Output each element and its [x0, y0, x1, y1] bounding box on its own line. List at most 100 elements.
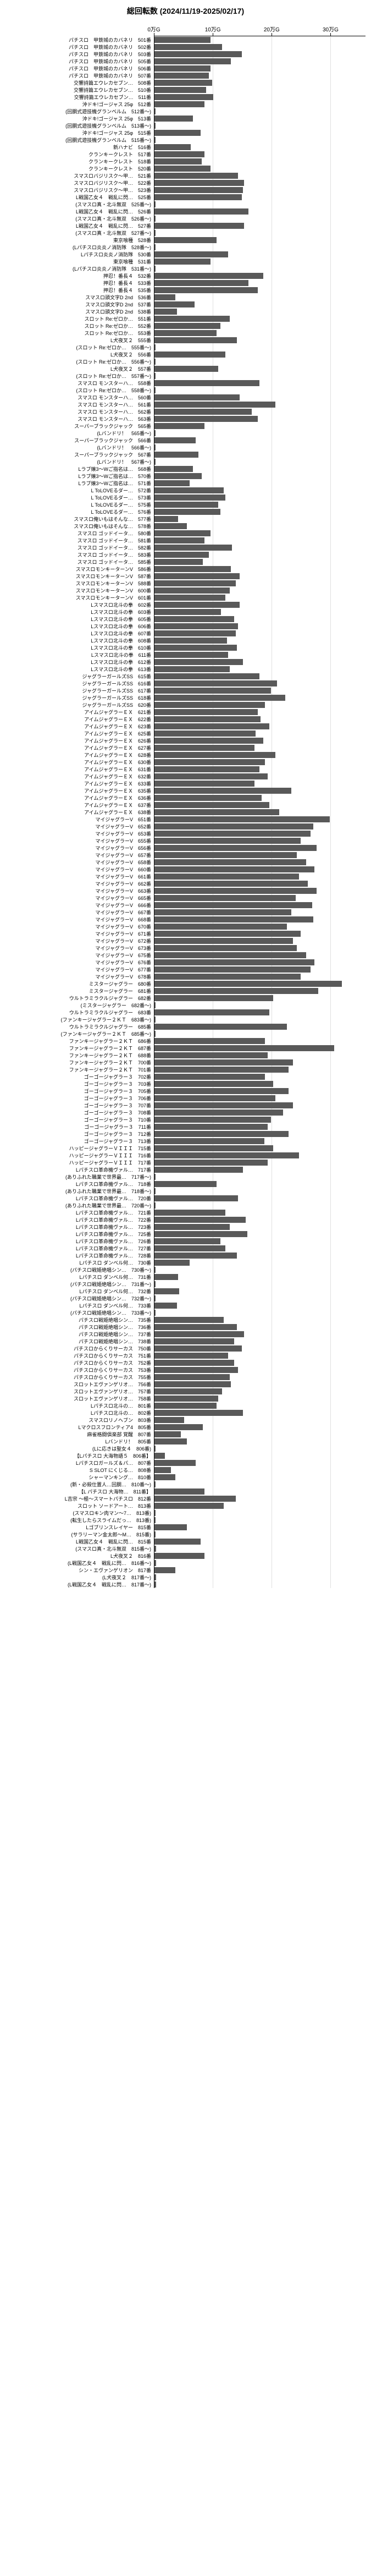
- bar-label: マイジャグラーV 661番: [5, 873, 154, 880]
- bar: [154, 1245, 225, 1251]
- bar: [154, 559, 203, 565]
- bar-row: 交響詩篇エウレカセブン… 508番: [5, 79, 366, 86]
- bar: [154, 988, 318, 994]
- bar-row: スロットエヴァンゲリオ… 758番: [5, 1395, 366, 1402]
- bar: [154, 1067, 289, 1073]
- bar: [154, 337, 237, 343]
- bar-row: Lパチスロガールズ＆パ… 807番: [5, 1459, 366, 1466]
- bar-row: マイジャグラーV 661番: [5, 873, 366, 880]
- bar-row: パチスロからくりサーカス 753番: [5, 1366, 366, 1374]
- bar-row: アイムジャグラーＥＸ 636番: [5, 794, 366, 801]
- bar: [154, 430, 156, 436]
- bar-row: マイジャグラーV 672番: [5, 937, 366, 944]
- bar: [154, 630, 236, 636]
- bar: [154, 1274, 178, 1280]
- bar-label: (パチスロ戦姫絶唱シン… 733番〜): [5, 1309, 154, 1316]
- bar: [154, 802, 269, 808]
- bar-row: Lスマスロ北斗の拳 602番: [5, 601, 366, 608]
- bar-label: スマスロバジリスク〜甲… 521番: [5, 172, 154, 179]
- bar: [154, 888, 317, 894]
- bar: [154, 738, 263, 744]
- bar-label: (Lパチスロ炎炎ノ消防隊 531番〜): [5, 265, 154, 272]
- bar-row: L犬夜叉２ 557番: [5, 365, 366, 372]
- bar-label: L犬夜叉２ 557番: [5, 365, 154, 372]
- bar-row: (スマスロ真・北斗無双 527番〜): [5, 229, 366, 237]
- bar-row: マイジャグラーV 668番: [5, 916, 366, 923]
- bar-label: ファンキージャグラー２ＫＴ 700番: [5, 1059, 154, 1066]
- bar: [154, 94, 213, 100]
- bar: [154, 1546, 156, 1552]
- bar: [154, 1081, 273, 1087]
- bar-label: スロット Re:ゼロか… 551番: [5, 315, 154, 322]
- bar: [154, 452, 198, 458]
- bar: [154, 1481, 156, 1487]
- bar-label: (スマスロ真・北斗無双 815番〜): [5, 1545, 154, 1552]
- bar: [154, 130, 201, 136]
- bar-row: Lパチスロ革命機ヴァル… 721番: [5, 1209, 366, 1216]
- bar-label: ハッピージャグラーＶＩＩＩ 717番: [5, 1159, 154, 1166]
- bar-row: スーパーブラックジャック 566番: [5, 437, 366, 444]
- bar-label: パチスロ戦姫絶唱シン… 738番: [5, 1338, 154, 1345]
- bar-row: 押忍！番長４ 533番: [5, 279, 366, 287]
- bar: [154, 1324, 237, 1330]
- bar-row: クランキークレスト 518番: [5, 158, 366, 165]
- bar-label: Lスマスロ北斗の拳 613番: [5, 666, 154, 673]
- bar: [154, 1117, 271, 1123]
- bar-label: (Lパチスロ炎炎ノ消防隊 528番〜): [5, 244, 154, 251]
- bar: [154, 695, 285, 701]
- bar: [154, 1102, 293, 1108]
- bar: [154, 1367, 238, 1373]
- bar: [154, 230, 156, 236]
- bar-label: スマスロ ゴッドイータ… 585番: [5, 558, 154, 565]
- bar: [154, 1560, 156, 1566]
- bar-row: ジャグラーガールズSS 617番: [5, 687, 366, 694]
- bar: [154, 1009, 269, 1015]
- bar-row: L ToLOVEるダー… 572番: [5, 487, 366, 494]
- bar: [154, 1174, 156, 1180]
- bar-label: アイムジャグラーＥＸ 637番: [5, 801, 154, 809]
- bar-row: (L戦国乙女４ 戦乱に閃… 817番〜): [5, 1581, 366, 1588]
- bar-row: Lパチスロ炎炎ノ消防隊 530番: [5, 251, 366, 258]
- bar: [154, 180, 244, 186]
- bar-label: (Lバンドリ！ 565番〜): [5, 430, 154, 437]
- bar-row: 押忍！番長４ 532番: [5, 272, 366, 279]
- bar-row: ゴーゴージャグラー３ 708番: [5, 1109, 366, 1116]
- bar-row: (スロット Re:ゼロか… 556番〜): [5, 358, 366, 365]
- bar-label: Lスマスロ北斗の拳 612番: [5, 658, 154, 666]
- bar: [154, 287, 258, 293]
- bar-row: ファンキージャグラー２ＫＴ 686番: [5, 1037, 366, 1045]
- bar: [154, 795, 262, 801]
- bar-label: マイジャグラーV 677番: [5, 966, 154, 973]
- bar-label: Lスマスロ北斗の拳 602番: [5, 601, 154, 608]
- bar-row: (スロット Re:ゼロか… 558番〜): [5, 387, 366, 394]
- bar-row: スマスロ ゴッドイータ… 582番: [5, 544, 366, 551]
- bar: [154, 1124, 268, 1130]
- bar-row: Lスマスロ北斗の拳 607番: [5, 630, 366, 637]
- bar: [154, 702, 265, 708]
- bar-label: L犬夜叉２ 555番: [5, 337, 154, 344]
- bar: [154, 466, 193, 472]
- bar-row: (ありふれた職業で世界最… 720番〜): [5, 1202, 366, 1209]
- bar-row: ファンキージャグラー２ＫＴ 688番: [5, 1052, 366, 1059]
- bar-row: マイジャグラーV 656番: [5, 844, 366, 852]
- bar-label: スマスロバジリスク〜甲… 523番: [5, 186, 154, 194]
- bar-row: アイムジャグラーＥＸ 626番: [5, 737, 366, 744]
- bar-label: 【L パチスロ 大海物… 811番】: [5, 1488, 154, 1495]
- bar-row: 沖ドキ!ゴージャス 25φ 515番: [5, 129, 366, 136]
- bar-label: マイジャグラーV 676番: [5, 959, 154, 966]
- bar-row: (新・必殺仕置人…回胴… 810番〜): [5, 1481, 366, 1488]
- bar-label: 東京喰種 531番: [5, 258, 154, 265]
- bar: [154, 1531, 156, 1537]
- bar: [154, 65, 211, 72]
- bar-label: マイジャグラーV 656番: [5, 844, 154, 852]
- bar: [154, 1231, 247, 1237]
- bar: [154, 1345, 242, 1352]
- bar-row: パチスロ 甲鉄城のカバネリ 505番: [5, 58, 366, 65]
- bar: [154, 223, 244, 229]
- bar: [154, 1381, 231, 1387]
- bar-row: アイムジャグラーＥＸ 625番: [5, 730, 366, 737]
- bar-row: L戦国乙女４ 戦乱に閃… 527番: [5, 222, 366, 229]
- bar: [154, 666, 230, 672]
- bar-row: ゴーゴージャグラー３ 712番: [5, 1130, 366, 1138]
- bar-label: Lスマスロ北斗の拳 603番: [5, 608, 154, 616]
